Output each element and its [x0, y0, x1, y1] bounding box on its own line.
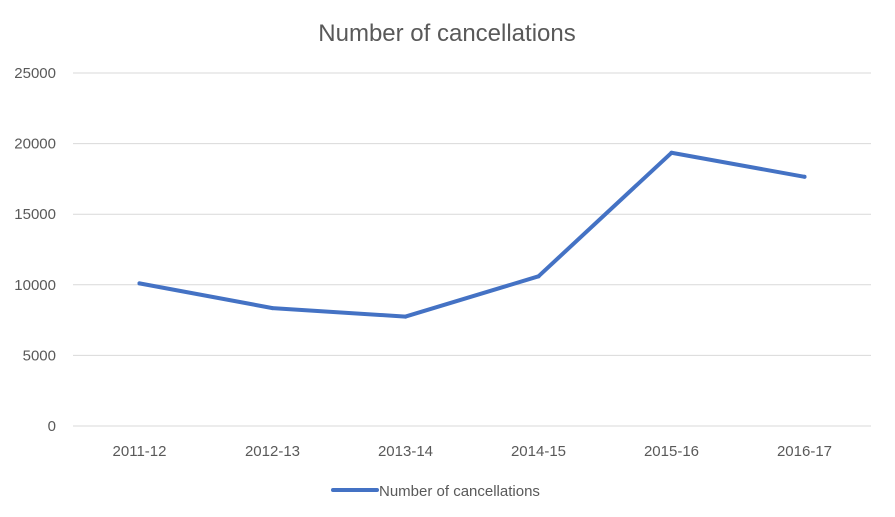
gridlines — [73, 72, 871, 427]
x-tick-label: 2014-15 — [511, 443, 566, 460]
x-tick-label: 2015-16 — [644, 443, 699, 460]
chart-title: Number of cancellations — [318, 20, 575, 47]
x-tick-label: 2016-17 — [777, 443, 832, 460]
series-line — [137, 150, 807, 319]
y-axis-tick-labels: 0 5000 10000 15000 20000 25000 — [14, 65, 56, 435]
y-tick-label: 10000 — [14, 277, 56, 294]
data-point — [536, 274, 541, 279]
x-tick-label: 2011-12 — [113, 443, 167, 460]
legend: Number of cancellations — [331, 483, 540, 500]
y-tick-label: 0 — [48, 418, 56, 435]
x-axis-tick-labels: 2011-12 2012-13 2013-14 2014-15 2015-16 2016-… — [113, 443, 833, 460]
x-tick-label: 2013-14 — [378, 443, 433, 460]
y-tick-label: 15000 — [14, 206, 56, 223]
x-tick-label: 2012-13 — [245, 443, 300, 460]
y-tick-label: 25000 — [14, 65, 56, 82]
data-point — [669, 150, 674, 155]
data-point — [270, 306, 275, 311]
legend-label: Number of cancellations — [379, 483, 540, 500]
y-tick-label: 5000 — [23, 347, 56, 364]
data-point — [137, 281, 142, 286]
series-lines — [137, 150, 807, 319]
y-tick-label: 20000 — [14, 136, 56, 153]
data-point — [403, 314, 408, 319]
data-point — [802, 174, 807, 179]
